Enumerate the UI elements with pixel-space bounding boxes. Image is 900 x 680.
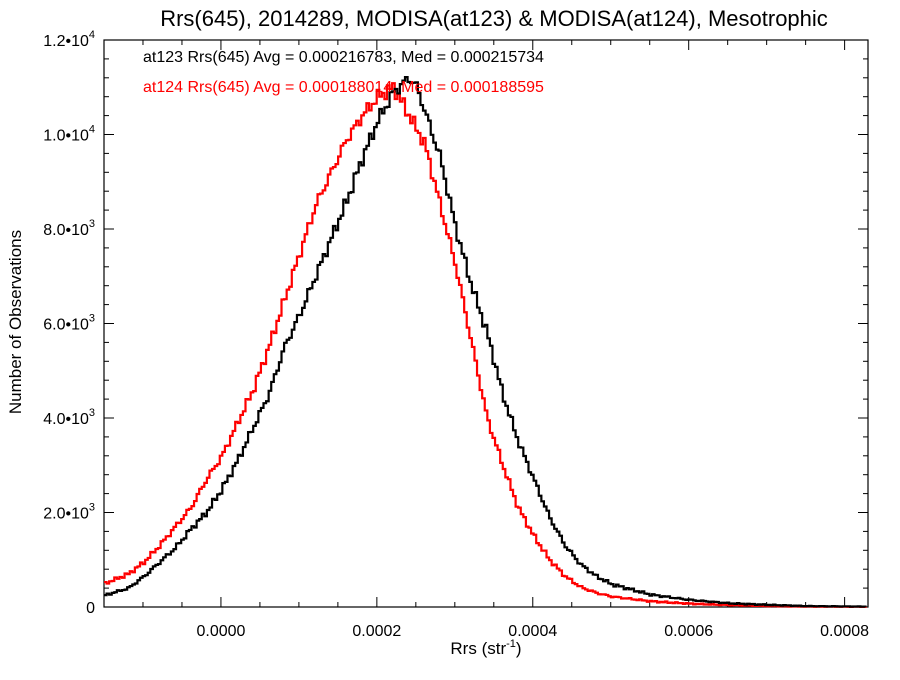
y-tick-label: 2.0•103 <box>43 502 95 523</box>
x-tick-label: 0.0002 <box>352 623 401 640</box>
y-axis-label: Number of Observations <box>6 230 25 414</box>
chart-title: Rrs(645), 2014289, MODISA(at123) & MODIS… <box>160 6 828 31</box>
legend: at123 Rrs(645) Avg = 0.000216783, Med = … <box>143 49 544 96</box>
y-tick-mantissa: 8.0•10 <box>43 222 89 239</box>
y-tick-label: 4.0•103 <box>43 407 95 428</box>
x-tick-label: 0.0000 <box>196 623 245 640</box>
x-axis-label: Rrs (str-1) <box>450 638 521 658</box>
y-tick-mantissa: 4.0•10 <box>43 411 89 428</box>
y-tick-label: 1.2•104 <box>43 29 95 50</box>
y-tick-exponent: 3 <box>89 407 95 419</box>
y-tick-exponent: 3 <box>89 218 95 230</box>
legend-entry-at124: at124 Rrs(645) Avg = 0.000188014, Med = … <box>143 79 544 96</box>
axes: 0.0000 0.0002 0.0004 0.0006 0.000802.0•1034.… <box>43 29 869 640</box>
legend-entry-at123: at123 Rrs(645) Avg = 0.000216783, Med = … <box>143 49 544 66</box>
x-tick-label: 0.0006 <box>664 623 713 640</box>
series-at123-line <box>104 76 867 608</box>
y-tick-label: 6.0•103 <box>43 313 95 334</box>
y-tick-mantissa: 1.0•10 <box>43 128 89 145</box>
y-tick-exponent: 3 <box>89 313 95 325</box>
plot-frame <box>103 39 869 608</box>
x-axis-label-close: ) <box>516 639 522 658</box>
x-tick-label: 0.0004 <box>508 623 557 640</box>
y-tick-exponent: 3 <box>89 502 95 514</box>
x-axis-label-text: Rrs (str <box>450 639 506 658</box>
y-tick-mantissa: 2.0•10 <box>43 506 89 523</box>
y-tick-mantissa: 1.2•10 <box>43 33 89 50</box>
x-axis-label-sup: -1 <box>506 638 516 650</box>
y-tick-mantissa: 0 <box>86 600 95 617</box>
y-tick-label: 8.0•103 <box>43 218 95 239</box>
y-tick-mantissa: 6.0•10 <box>43 317 89 334</box>
series-at124-line <box>104 82 867 608</box>
y-tick-label: 0 <box>86 600 95 617</box>
series-layer <box>104 76 867 608</box>
y-tick-exponent: 4 <box>89 124 95 136</box>
y-tick-exponent: 4 <box>89 29 95 41</box>
x-tick-label: 0.0008 <box>820 623 869 640</box>
y-tick-label: 1.0•104 <box>43 124 95 145</box>
